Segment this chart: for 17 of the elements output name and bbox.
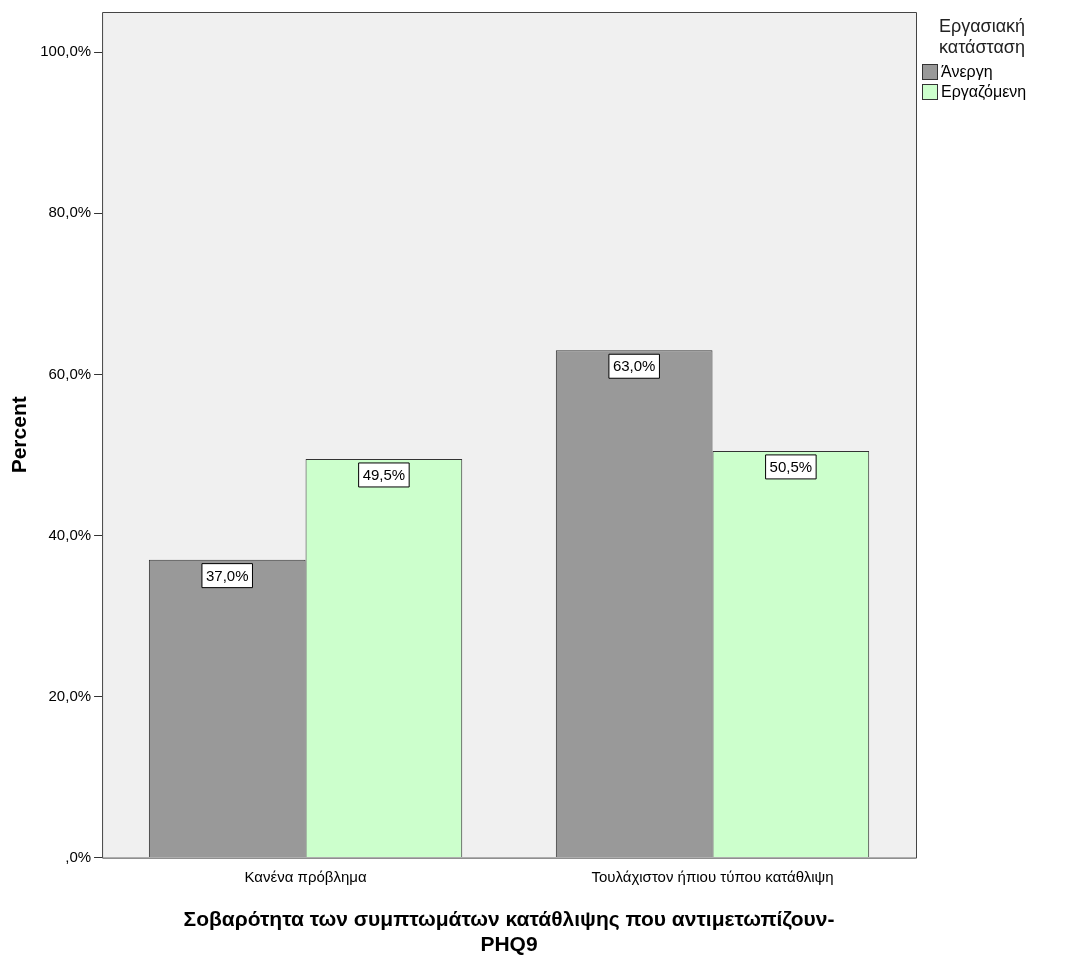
y-tick-label: 80,0% xyxy=(48,203,92,221)
y-tick-label: 100,0% xyxy=(40,42,92,60)
data-label: 37,0% xyxy=(205,566,249,584)
legend-title: Εργασιακή κατάσταση xyxy=(937,16,1027,58)
y-tick-label: 20,0% xyxy=(48,686,92,704)
y-tick-label: ,0% xyxy=(65,847,92,865)
x-axis-title: Σοβαρότητα των συμπτωμάτων κατάθλιψης που αντιμετωπίζουν- PHQ9 xyxy=(183,907,835,956)
data-label: 49,5% xyxy=(362,466,406,484)
y-axis-title: Percent xyxy=(7,396,31,474)
x-tick-label: Κανένα πρόβλημα xyxy=(244,867,367,885)
legend-label: Άνεργη xyxy=(941,63,993,81)
y-tick-label: 60,0% xyxy=(48,364,92,382)
x-tick-label: Τουλάχιστον ήπιου τύπου κατάθλιψη xyxy=(591,867,834,885)
data-label: 50,5% xyxy=(769,458,813,476)
y-tick-label: 40,0% xyxy=(48,525,92,543)
data-label: 63,0% xyxy=(612,357,656,375)
legend-label: Εργαζόμενη xyxy=(941,83,1027,101)
